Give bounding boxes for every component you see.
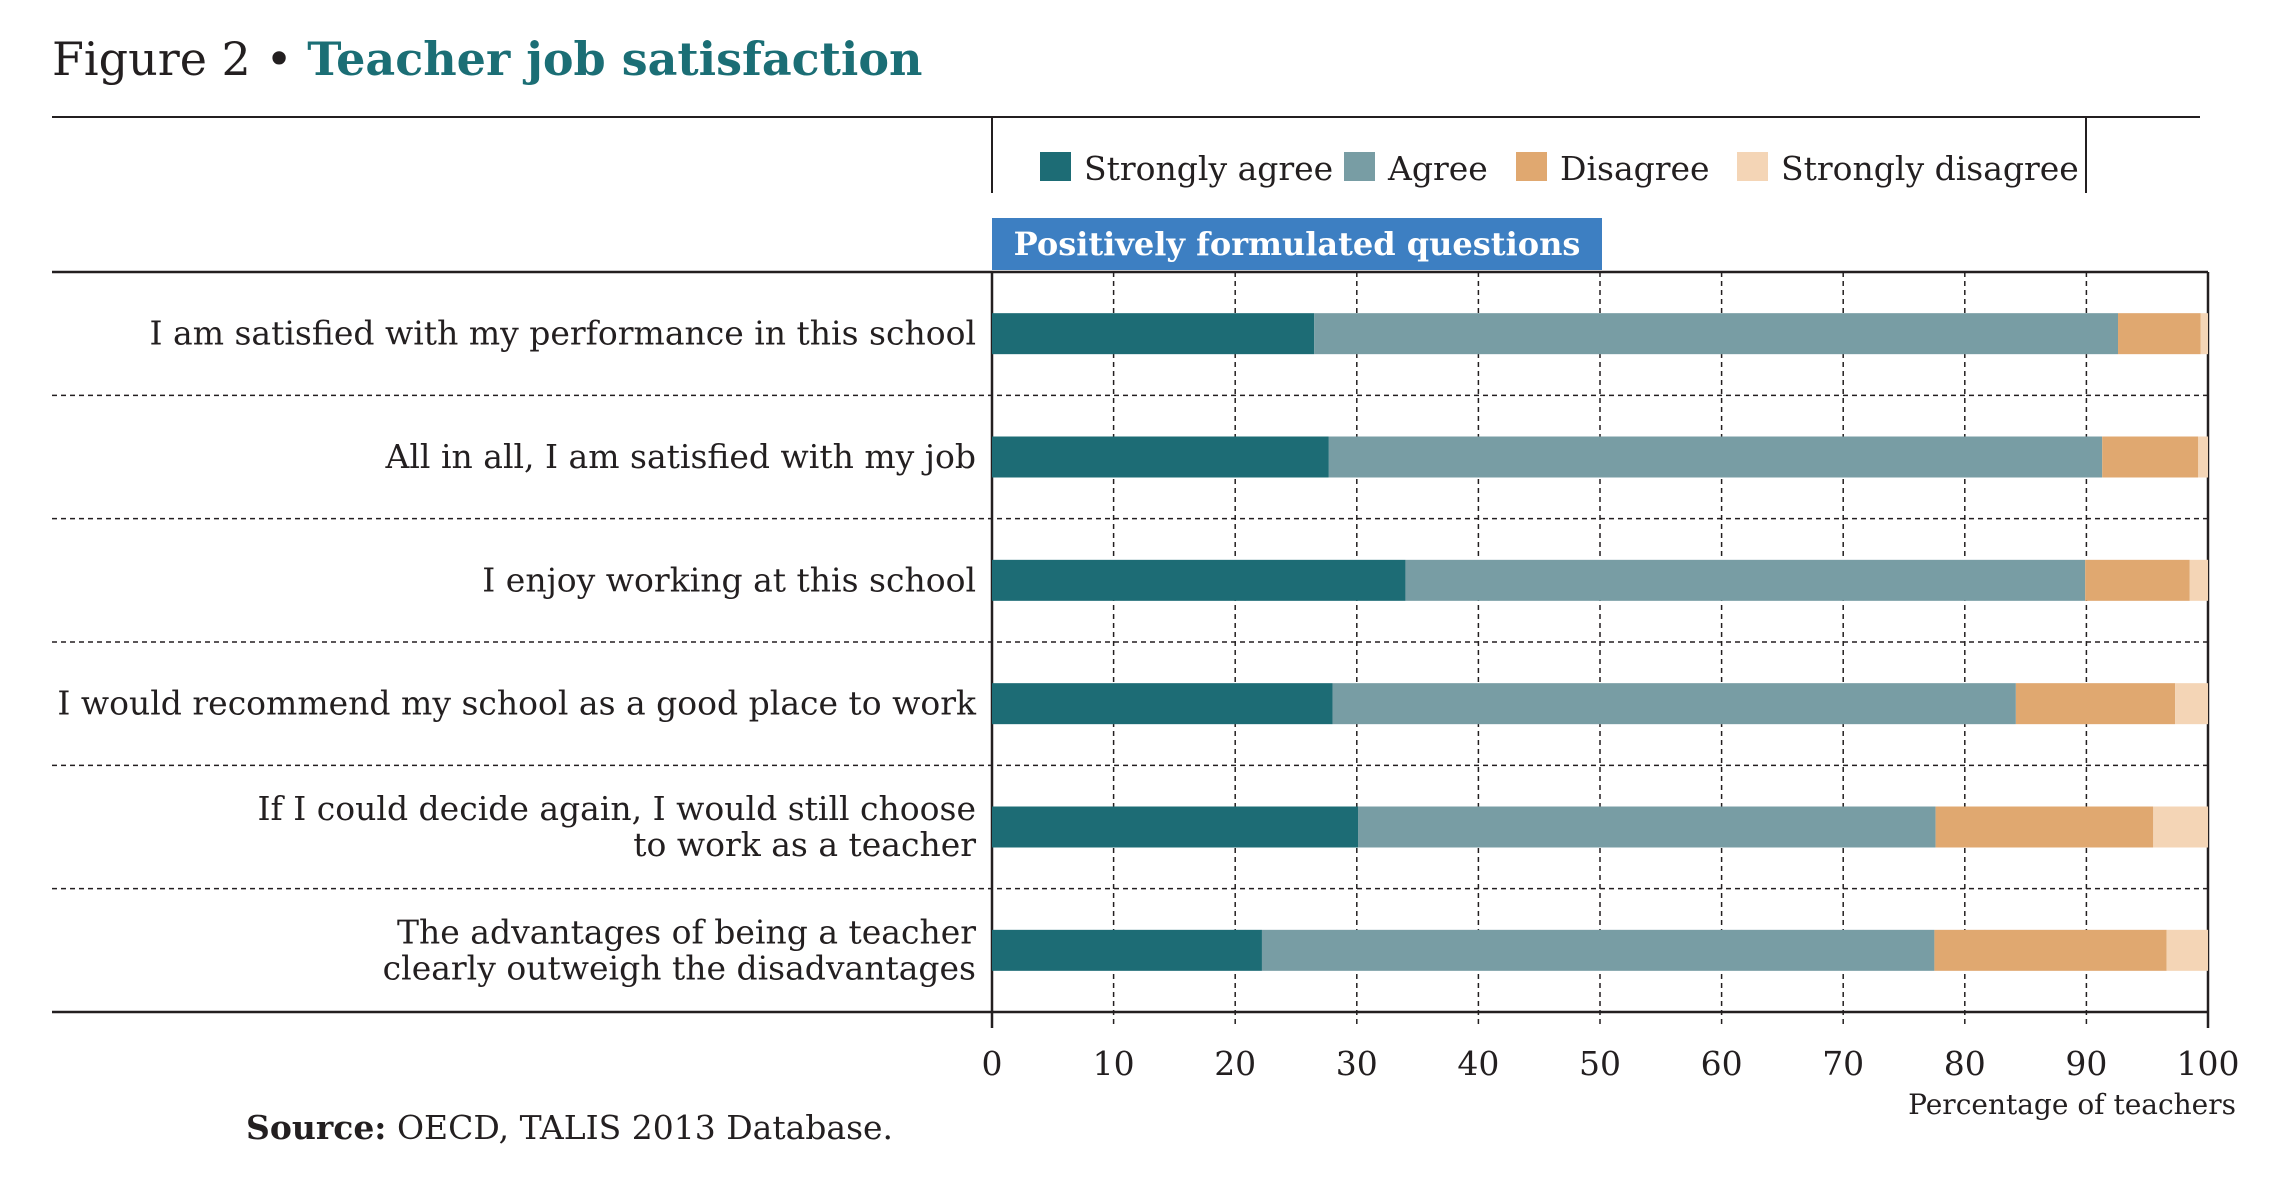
category-label: I would recommend my school as a good pl… (57, 684, 977, 723)
legend-label: Agree (1387, 149, 1488, 188)
legend-label: Strongly disagree (1781, 149, 2079, 188)
bar-segment (2102, 436, 2199, 478)
gridlines (1112, 272, 2088, 1028)
x-tick-label: 90 (2065, 1044, 2107, 1083)
x-tick-label: 40 (1457, 1044, 1499, 1083)
legend-item: Strongly disagree (1737, 149, 2079, 188)
bar-row (992, 313, 2208, 355)
legend-label: Disagree (1560, 149, 1710, 188)
category-label: The advantages of being a teacher clearly… (383, 912, 977, 987)
x-tick-label: 50 (1579, 1044, 1621, 1083)
title-bullet: • (265, 32, 293, 86)
bars (992, 313, 2208, 971)
bar-segment (1261, 929, 1935, 971)
source-text: OECD, TALIS 2013 Database. (397, 1108, 894, 1147)
bar-row (992, 683, 2208, 725)
x-tick-label: 70 (1822, 1044, 1864, 1083)
legend-item: Agree (1344, 149, 1488, 188)
section-header-label: Positively formulated questions (1014, 225, 1581, 263)
bar-segment (1934, 929, 2167, 971)
legend-label: Strongly agree (1084, 149, 1333, 188)
category-label: I enjoy working at this school (482, 560, 976, 599)
bar-segment (1935, 806, 2154, 848)
legend-swatch (1737, 152, 1768, 181)
bar-segment (2175, 683, 2208, 725)
legend-item: Disagree (1516, 149, 1710, 188)
x-tick-label: 10 (1093, 1044, 1135, 1083)
bar-segment (1358, 806, 1936, 848)
bar-row (992, 436, 2208, 478)
bar-segment (992, 559, 1406, 601)
bar-segment (992, 313, 1315, 355)
bar-segment (992, 806, 1359, 848)
chart-title: Teacher job satisfaction (307, 32, 923, 86)
bar-segment (1314, 313, 2119, 355)
bar-segment (2200, 313, 2208, 355)
x-axis-label: Percentage of teachers (1908, 1088, 2236, 1121)
bar-segment (2085, 559, 2190, 601)
category-label: I am satisfied with my performance in th… (150, 314, 976, 353)
x-tick-label: 30 (1336, 1044, 1378, 1083)
x-axis: 0 10 20 30 40 50 60 70 80 90 100 Percentage of teac… (982, 1044, 2240, 1121)
figure-number: Figure 2 (52, 32, 251, 86)
bar-segment (992, 929, 1262, 971)
bar-segment (2015, 683, 2176, 725)
section-header: Positively formulated questions (992, 218, 1602, 270)
legend-item: Strongly agree (1040, 149, 1333, 188)
bar-row (992, 806, 2208, 848)
bar-segment (2153, 806, 2208, 848)
bar-segment (1332, 683, 2016, 725)
bar-segment (1328, 436, 2103, 478)
bar-segment (2166, 929, 2208, 971)
chart-frame (52, 116, 2210, 1028)
bar-segment (992, 436, 1329, 478)
category-label: All in all, I am satisfied with my job (385, 437, 976, 476)
x-tick-label: 100 (2177, 1044, 2240, 1083)
bar-row (992, 559, 2208, 601)
x-tick-label: 0 (982, 1044, 1003, 1083)
bar-row (992, 929, 2208, 971)
bar-segment (2198, 436, 2208, 478)
source-note: Source: OECD, TALIS 2013 Database. (246, 1108, 893, 1147)
bar-segment (1405, 559, 2086, 601)
legend-swatch (1516, 152, 1547, 181)
bar-segment (2189, 559, 2208, 601)
category-label: If I could decide again, I would still c… (258, 789, 977, 864)
legend-swatch (1040, 152, 1071, 181)
bar-segment (992, 683, 1333, 725)
category-labels: I am satisfied with my performance in th… (57, 314, 977, 988)
source-label: Source: (246, 1108, 387, 1147)
section-header-box (992, 218, 1602, 270)
x-tick-label: 60 (1701, 1044, 1743, 1083)
x-tick-label: 20 (1214, 1044, 1256, 1083)
figure-title: Figure 2 • Teacher job satisfaction (52, 32, 922, 86)
legend-swatch (1344, 152, 1375, 181)
bar-segment (2118, 313, 2201, 355)
x-tick-label: 80 (1944, 1044, 1986, 1083)
legend: Strongly agree Agree Disagree Strongly disa… (1040, 149, 2079, 188)
